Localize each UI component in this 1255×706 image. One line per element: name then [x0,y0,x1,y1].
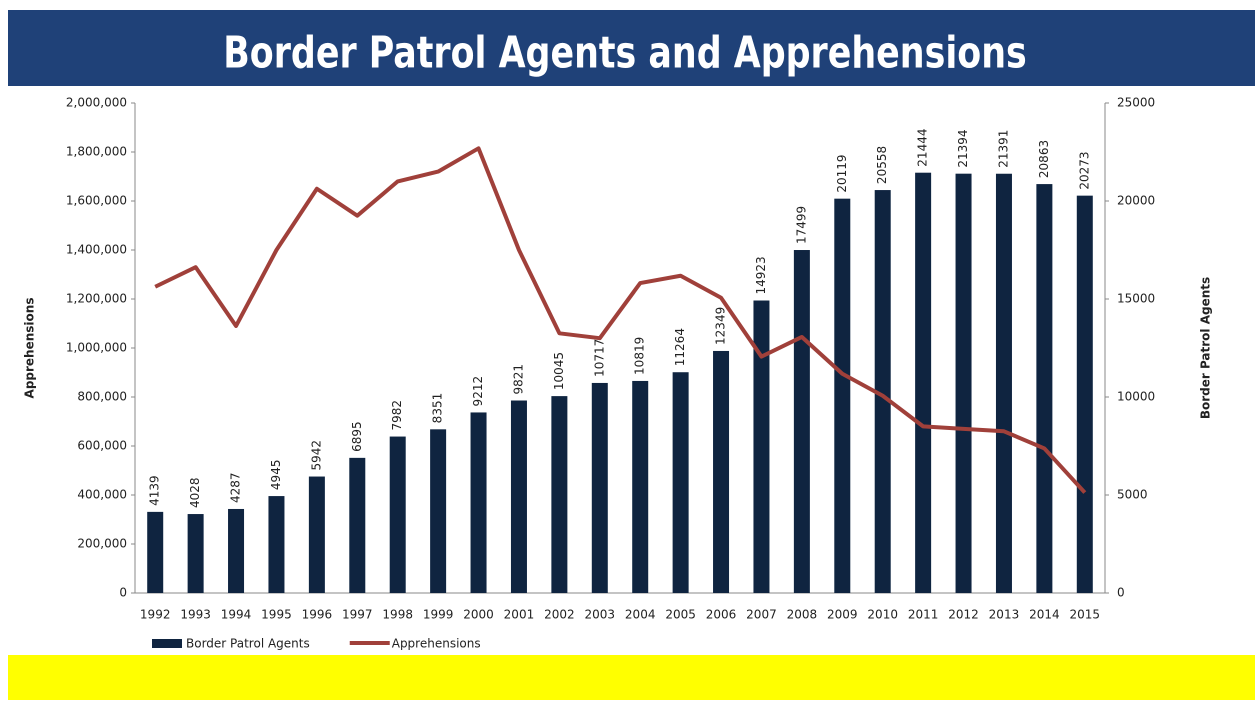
bar-value-label: 10819 [633,337,647,375]
bar-value-label: 4139 [148,475,162,506]
legend-label: Apprehensions [392,637,481,651]
y-tick-label: 1,600,000 [66,194,127,208]
x-tick-label: 2011 [908,608,939,622]
bar [1076,195,1093,593]
bar-value-label: 14923 [754,256,768,294]
x-tick-label: 2004 [625,608,656,622]
x-tick-label: 1994 [221,608,252,622]
x-tick-label: 2001 [504,608,535,622]
bar [430,429,447,593]
bar [672,372,689,593]
bar-value-label: 4028 [188,478,202,509]
x-tick-label: 1997 [342,608,373,622]
bar [713,350,730,593]
bar-value-label: 4287 [229,472,243,503]
x-tick-label: 1995 [261,608,292,622]
bar-value-label: 9821 [511,364,525,395]
bar [268,496,285,593]
chart-title: Border Patrol Agents and Apprehensions [223,27,1026,78]
footer-bar [8,655,1255,700]
x-tick-label: 2009 [827,608,858,622]
bar-value-label: 4945 [269,460,283,491]
x-tick-label: 1996 [302,608,333,622]
bar [995,173,1012,594]
y2-axis-title: Border Patrol Agents [1199,277,1213,419]
bar [632,380,649,593]
bar-value-label: 8351 [431,393,445,424]
legend-swatch [152,639,182,648]
y-tick-label: 0 [119,586,127,600]
bar-value-label: 10717 [592,339,606,377]
x-tick-label: 2003 [585,608,616,622]
bar [753,300,770,593]
bar-value-label: 5942 [309,440,323,471]
line [154,146,1087,494]
bar-value-label: 10045 [552,352,566,390]
bar-value-label: 9212 [471,376,485,407]
x-tick-label: 2005 [665,608,696,622]
bar-value-label: 21444 [916,129,930,167]
bar [955,173,972,593]
bar [874,190,891,593]
y-tick-label: 200,000 [77,537,127,551]
y-tick-label: 400,000 [77,488,127,502]
y-tick-label: 800,000 [77,390,127,404]
bar-value-label: 12349 [714,307,728,345]
bar [349,457,366,593]
x-tick-label: 2002 [544,608,575,622]
bar [834,198,851,593]
x-tick-label: 1999 [423,608,454,622]
x-tick-label: 2014 [1029,608,1060,622]
bar [147,511,164,593]
x-tick-label: 2015 [1070,608,1101,622]
y2-tick-label: 20000 [1117,194,1155,208]
bar-value-label: 11264 [673,328,687,366]
bar [591,382,608,593]
title-bar [8,10,1255,86]
bar-value-label: 20863 [1037,140,1051,178]
y2-tick-label: 10000 [1117,390,1155,404]
x-tick-label: 1992 [140,608,171,622]
bar [510,400,527,593]
y2-tick-label: 5000 [1117,488,1148,502]
y-tick-label: 1,800,000 [66,145,127,159]
y-tick-label: 600,000 [77,439,127,453]
bar-value-label: 20558 [875,146,889,184]
x-tick-label: 1993 [180,608,211,622]
x-tick-label: 2010 [867,608,898,622]
bar [793,250,810,593]
bar-value-label: 21394 [956,129,970,167]
bar [551,396,568,593]
y-tick-label: 1,400,000 [66,243,127,257]
y-tick-label: 1,000,000 [66,341,127,355]
bar [389,436,406,593]
bar [915,172,932,593]
bar-value-label: 7982 [390,400,404,431]
y2-tick-label: 25000 [1117,96,1155,110]
bar [1036,184,1053,593]
x-tick-label: 1998 [382,608,413,622]
bar [228,508,245,593]
x-tick-label: 2008 [787,608,818,622]
bar [187,514,204,593]
bar-value-label: 6895 [350,421,364,452]
x-tick-label: 2013 [989,608,1020,622]
x-tick-label: 2000 [463,608,494,622]
x-tick-label: 2007 [746,608,777,622]
bar-value-label: 20119 [835,154,849,192]
y-tick-label: 2,000,000 [66,96,127,110]
bar-value-label: 21391 [996,130,1010,168]
y2-tick-label: 15000 [1117,292,1155,306]
y-axis-title: Apprehensions [23,298,37,399]
bar-value-label: 20273 [1077,151,1091,189]
x-tick-label: 2006 [706,608,737,622]
bar [470,412,487,593]
legend-label: Border Patrol Agents [186,637,310,651]
bar [308,476,325,593]
y-tick-label: 1,200,000 [66,292,127,306]
bar-value-label: 17499 [794,206,808,244]
x-tick-label: 2012 [948,608,979,622]
y2-tick-label: 0 [1117,586,1125,600]
